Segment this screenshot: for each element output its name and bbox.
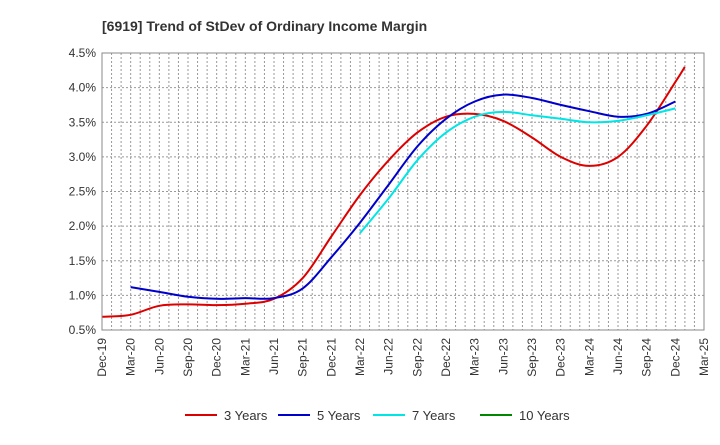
y-tick-label: 0.5% (69, 323, 97, 337)
x-tick-label: Jun-23 (496, 338, 510, 375)
y-tick-label: 4.5% (69, 46, 97, 60)
series-line-1 (130, 93, 676, 300)
x-tick-label: Dec-19 (95, 338, 109, 377)
y-tick-label: 1.0% (69, 288, 97, 302)
legend-label-0: 3 Years (224, 408, 268, 423)
legend: 3 Years 5 Years 7 Years 10 Years (185, 408, 570, 423)
y-tick-label: 3.0% (69, 150, 97, 164)
x-tick-label: Dec-22 (439, 338, 453, 377)
x-tick-label: Mar-23 (468, 338, 482, 376)
grid (101, 52, 705, 331)
x-tick-label: Sep-21 (296, 338, 310, 377)
x-tick-label: Mar-25 (697, 338, 711, 376)
y-tick-label: 2.0% (69, 219, 97, 233)
x-tick-label: Mar-20 (124, 338, 138, 376)
y-axis: 0.5% 1.0% 1.5% 2.0% 2.5% 3.0% 3.5% 4.0% 4.5% (69, 46, 97, 337)
x-tick-label: Sep-24 (640, 338, 654, 377)
y-tick-label: 2.5% (69, 185, 97, 199)
x-tick-label: Sep-23 (525, 338, 539, 377)
series-line-0 (101, 66, 686, 318)
plot-area (101, 52, 705, 331)
legend-label-2: 7 Years (412, 408, 456, 423)
y-tick-label: 1.5% (69, 254, 97, 268)
x-tick-label: Jun-20 (152, 338, 166, 375)
y-tick-label: 3.5% (69, 115, 97, 129)
x-tick-label: Dec-24 (668, 338, 682, 377)
x-tick-label: Dec-20 (210, 338, 224, 377)
series-lines (101, 66, 686, 318)
x-tick-label: Jun-21 (267, 338, 281, 375)
x-tick-label: Mar-22 (353, 338, 367, 376)
x-tick-label: Mar-24 (582, 338, 596, 376)
legend-label-3: 10 Years (519, 408, 570, 423)
x-tick-label: Dec-21 (324, 338, 338, 377)
y-tick-label: 4.0% (69, 81, 97, 95)
series-line-2 (359, 107, 676, 234)
x-tick-label: Dec-23 (554, 338, 568, 377)
x-tick-label: Sep-20 (181, 338, 195, 377)
legend-label-1: 5 Years (317, 408, 361, 423)
chart-title: [6919] Trend of StDev of Ordinary Income… (102, 18, 427, 34)
x-tick-label: Mar-21 (238, 338, 252, 376)
x-tick-label: Jun-24 (611, 338, 625, 375)
x-tick-label: Sep-22 (410, 338, 424, 377)
x-axis: Dec-19 Mar-20 Jun-20 Sep-20 Dec-20 Mar-21 Jun-… (95, 338, 711, 377)
x-tick-label: Jun-22 (382, 338, 396, 375)
